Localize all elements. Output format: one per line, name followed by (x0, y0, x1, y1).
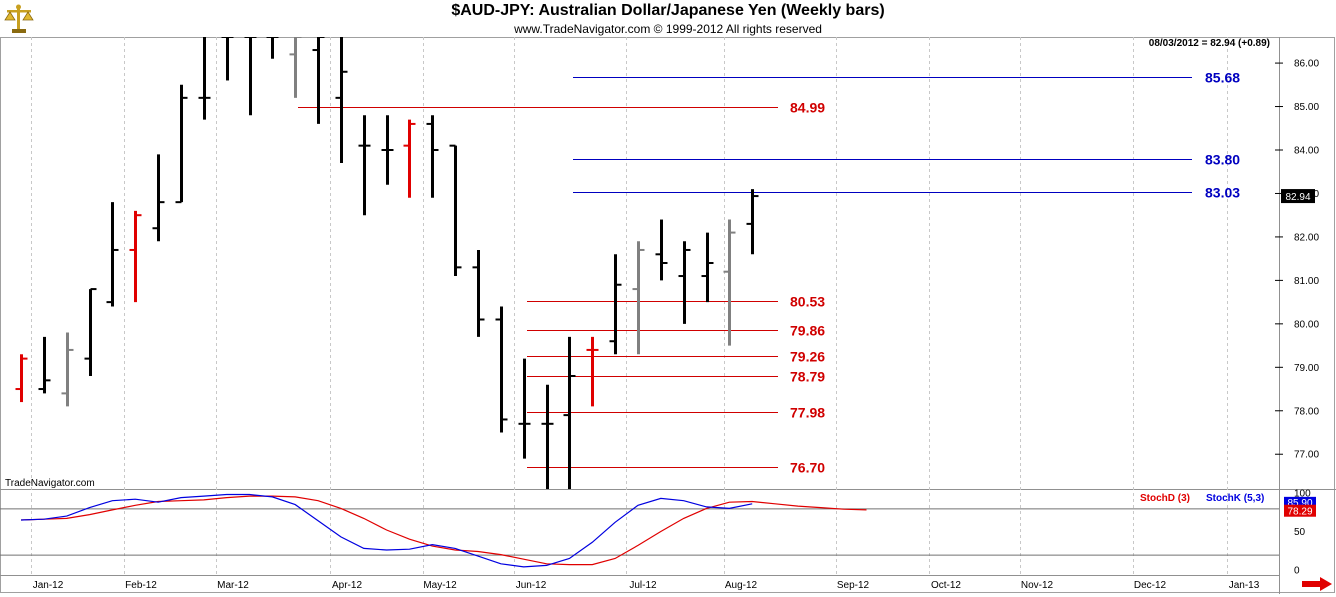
stoch-y-tick-label: 50 (1294, 527, 1306, 538)
x-tick-label: Sep-12 (837, 580, 870, 591)
x-tick-label: Jan-13 (1229, 580, 1260, 591)
x-tick-label: Aug-12 (725, 580, 758, 591)
stoch-series-line (20, 493, 753, 568)
x-tick-label: Apr-12 (332, 580, 362, 591)
level-label: 77.98 (790, 405, 825, 421)
chart-subtitle: www.TradeNavigator.com © 1999-2012 All r… (514, 22, 822, 36)
stoch-y-tick-label: 100 (1294, 489, 1311, 500)
x-tick-label: Jun-12 (516, 580, 547, 591)
stoch-y-tick-label: 0 (1294, 566, 1300, 577)
y-tick-label: 79.00 (1294, 363, 1319, 374)
level-label: 80.53 (790, 294, 825, 310)
chart-frame (0, 37, 1335, 593)
y-tick-label: 81.00 (1294, 276, 1319, 287)
y-tick-label: 78.00 (1294, 406, 1319, 417)
scales-logo-icon (2, 2, 36, 36)
y-tick-label: 86.00 (1294, 59, 1319, 70)
level-label: 78.79 (790, 369, 825, 385)
stoch-d-tag (1284, 504, 1316, 517)
legend-stoch-d: StochD (3) (1140, 493, 1190, 504)
last-price-tag-label: 82.94 (1285, 192, 1310, 203)
x-tick-label: Jul-12 (629, 580, 657, 591)
level-label: 79.86 (790, 323, 825, 339)
x-tick-label: May-12 (423, 580, 457, 591)
right-arrow-icon[interactable] (1300, 576, 1334, 592)
x-tick-label: Jan-12 (33, 580, 64, 591)
x-tick-label: Feb-12 (125, 580, 157, 591)
watermark: TradeNavigator.com (5, 478, 95, 489)
x-tick-label: Nov-12 (1021, 580, 1054, 591)
level-label: 83.03 (1205, 185, 1240, 201)
x-tick-label: Mar-12 (217, 580, 249, 591)
y-tick-label: 80.00 (1294, 319, 1319, 330)
stoch-k-tag (1284, 496, 1316, 508)
y-tick-label: 77.00 (1294, 450, 1319, 461)
last-price-tag (1281, 189, 1315, 204)
chart-header: $AUD-JPY: Australian Dollar/Japanese Yen… (0, 0, 1336, 37)
stoch-d-tag-label: 78.29 (1287, 507, 1312, 518)
legend-stoch-k: StochK (5,3) (1206, 493, 1264, 504)
level-label: 79.26 (790, 349, 825, 365)
level-label: 85.68 (1205, 70, 1240, 86)
last-quote: 08/03/2012 = 82.94 (+0.89) (1149, 38, 1270, 49)
level-label: 84.99 (790, 100, 825, 116)
y-tick-label: 85.00 (1294, 102, 1319, 113)
level-label: 76.70 (790, 460, 825, 476)
x-tick-label: Dec-12 (1134, 580, 1167, 591)
y-tick-label: 82.00 (1294, 232, 1319, 243)
stoch-k-tag-label: 85.90 (1287, 498, 1312, 509)
y-tick-label: 84.00 (1294, 146, 1319, 157)
x-tick-label: Oct-12 (931, 580, 961, 591)
chart-title: $AUD-JPY: Australian Dollar/Japanese Yen… (451, 2, 885, 19)
level-label: 83.80 (1205, 152, 1240, 168)
